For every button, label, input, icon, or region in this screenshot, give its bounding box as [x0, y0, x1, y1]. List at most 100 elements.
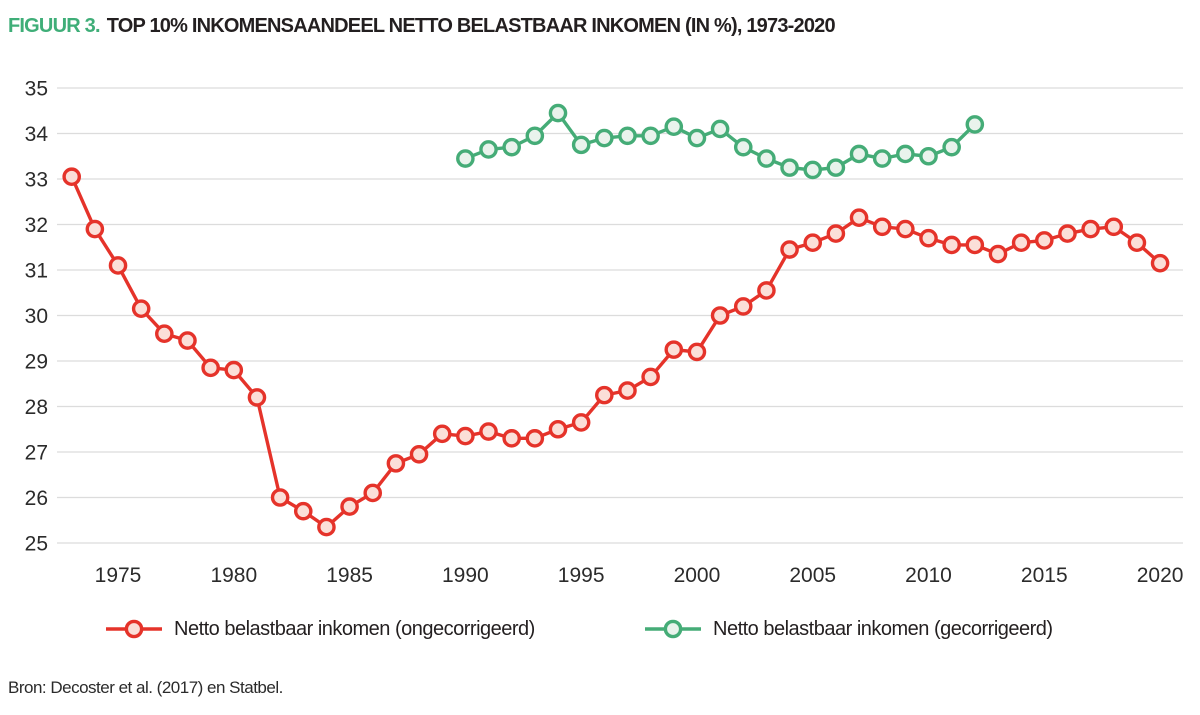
- data-point-ongecorrigeerd: [85, 219, 105, 239]
- data-point-ongecorrigeerd: [687, 342, 707, 362]
- data-point-ongecorrigeerd: [270, 488, 290, 507]
- data-point-ongecorrigeerd: [224, 360, 244, 380]
- y-tick-label: 29: [25, 351, 48, 374]
- chart-legend: Netto belastbaar inkomen (ongecorrigeerd…: [0, 612, 1200, 646]
- data-point-gecorrigeerd: [502, 137, 521, 157]
- data-point-ongecorrigeerd: [340, 497, 359, 516]
- legend-label-gecorrigeerd: Netto belastbaar inkomen (gecorrigeerd): [713, 617, 1053, 640]
- x-tick-label: 1995: [558, 564, 605, 587]
- y-tick-label: 32: [25, 214, 48, 237]
- data-point-gecorrigeerd: [548, 103, 568, 123]
- data-point-ongecorrigeerd: [386, 454, 406, 473]
- x-tick-label: 2000: [674, 564, 721, 587]
- figure-title: FIGUUR 3. TOP 10% INKOMENSAANDEEL NETTO B…: [8, 13, 836, 39]
- data-point-gecorrigeerd: [942, 137, 961, 157]
- data-point-ongecorrigeerd: [62, 167, 81, 187]
- data-point-ongecorrigeerd: [757, 281, 776, 300]
- data-point-gecorrigeerd: [456, 149, 475, 168]
- data-point-ongecorrigeerd: [502, 429, 521, 448]
- data-point-ongecorrigeerd: [664, 340, 684, 359]
- green-series-marker-icon: [645, 619, 701, 639]
- y-tick-label: 25: [25, 533, 48, 556]
- data-point-ongecorrigeerd: [409, 444, 429, 464]
- data-point-ongecorrigeerd: [1150, 253, 1170, 273]
- data-point-ongecorrigeerd: [1011, 233, 1031, 252]
- data-point-gecorrigeerd: [687, 128, 707, 148]
- data-point-ongecorrigeerd: [1127, 233, 1147, 252]
- data-point-ongecorrigeerd: [432, 424, 452, 444]
- data-point-gecorrigeerd: [664, 117, 684, 136]
- y-tick-label: 35: [25, 78, 48, 101]
- data-point-ongecorrigeerd: [965, 235, 985, 255]
- data-point-gecorrigeerd: [757, 149, 776, 168]
- y-tick-label: 26: [25, 487, 48, 510]
- data-point-ongecorrigeerd: [1058, 224, 1077, 243]
- data-point-gecorrigeerd: [826, 158, 846, 177]
- x-tick-label: 2005: [789, 564, 836, 587]
- data-point-ongecorrigeerd: [641, 367, 660, 387]
- data-point-ongecorrigeerd: [919, 228, 938, 248]
- data-point-ongecorrigeerd: [363, 483, 383, 503]
- data-point-ongecorrigeerd: [872, 217, 892, 237]
- data-point-gecorrigeerd: [919, 146, 938, 166]
- data-point-ongecorrigeerd: [595, 385, 614, 405]
- data-point-gecorrigeerd: [733, 137, 753, 157]
- data-point-gecorrigeerd: [849, 144, 869, 164]
- chart-canvas: 25 26 27 28 29 30 31 32 33 34 35 1975 1980 1985 1990 19…: [25, 78, 1184, 588]
- data-point-ongecorrigeerd: [896, 219, 915, 239]
- x-tick-label: 1980: [210, 564, 257, 587]
- red-series-marker-icon: [106, 619, 162, 639]
- data-point-gecorrigeerd: [872, 149, 892, 168]
- data-point-ongecorrigeerd: [826, 224, 846, 243]
- legend-label-ongecorrigeerd: Netto belastbaar inkomen (ongecorrigeerd…: [174, 617, 535, 640]
- data-point-ongecorrigeerd: [618, 381, 637, 400]
- data-point-gecorrigeerd: [479, 140, 498, 159]
- data-point-ongecorrigeerd: [479, 422, 498, 441]
- data-point-ongecorrigeerd: [803, 233, 823, 252]
- x-tick-label: 2010: [905, 564, 952, 587]
- data-point-gecorrigeerd: [803, 160, 823, 180]
- data-point-gecorrigeerd: [780, 158, 799, 177]
- line-chart: 25 26 27 28 29 30 31 32 33 34 35 1975 1980 1985 1990 19…: [25, 78, 1184, 588]
- data-point-ongecorrigeerd: [710, 306, 730, 325]
- data-point-ongecorrigeerd: [456, 426, 475, 446]
- data-point-ongecorrigeerd: [571, 413, 591, 432]
- data-point-ongecorrigeerd: [108, 256, 128, 275]
- data-point-ongecorrigeerd: [1034, 231, 1054, 250]
- data-point-ongecorrigeerd: [733, 297, 753, 316]
- data-point-ongecorrigeerd: [849, 208, 869, 227]
- data-point-gecorrigeerd: [525, 126, 545, 146]
- x-tick-label: 1985: [326, 564, 373, 587]
- data-point-ongecorrigeerd: [293, 501, 313, 521]
- data-point-gecorrigeerd: [595, 128, 614, 148]
- legend-item-ongecorrigeerd: Netto belastbaar inkomen (ongecorrigeerd…: [106, 612, 535, 646]
- y-tick-label: 33: [25, 169, 48, 192]
- series-line-ongecorrigeerd: [70, 176, 1162, 529]
- figure-heading: TOP 10% INKOMENSAANDEEL NETTO BELASTBAAR…: [106, 15, 836, 37]
- x-tick-label: 1975: [95, 564, 142, 587]
- data-point-ongecorrigeerd: [1081, 219, 1100, 239]
- y-tick-label: 31: [25, 260, 48, 283]
- x-tick-label: 2020: [1137, 564, 1184, 587]
- data-point-ongecorrigeerd: [155, 324, 174, 344]
- data-point-ongecorrigeerd: [1104, 217, 1124, 237]
- data-point-ongecorrigeerd: [247, 388, 267, 407]
- data-point-gecorrigeerd: [896, 144, 915, 164]
- data-point-ongecorrigeerd: [317, 517, 336, 537]
- y-tick-label: 27: [25, 442, 48, 465]
- y-tick-label: 28: [25, 396, 48, 419]
- data-point-ongecorrigeerd: [178, 331, 197, 350]
- data-point-ongecorrigeerd: [942, 235, 961, 255]
- data-point-ongecorrigeerd: [201, 358, 220, 378]
- data-point-gecorrigeerd: [618, 126, 637, 146]
- data-point-ongecorrigeerd: [780, 240, 799, 259]
- figure-number: FIGUUR 3.: [8, 15, 101, 37]
- data-point-gecorrigeerd: [710, 119, 730, 139]
- y-tick-label: 34: [25, 123, 49, 146]
- data-point-ongecorrigeerd: [525, 429, 545, 448]
- data-point-gecorrigeerd: [965, 115, 985, 134]
- source-note: Bron: Decoster et al. (2017) en Statbel.: [8, 678, 283, 697]
- data-point-ongecorrigeerd: [131, 299, 151, 318]
- legend-item-gecorrigeerd: Netto belastbaar inkomen (gecorrigeerd): [645, 612, 1053, 646]
